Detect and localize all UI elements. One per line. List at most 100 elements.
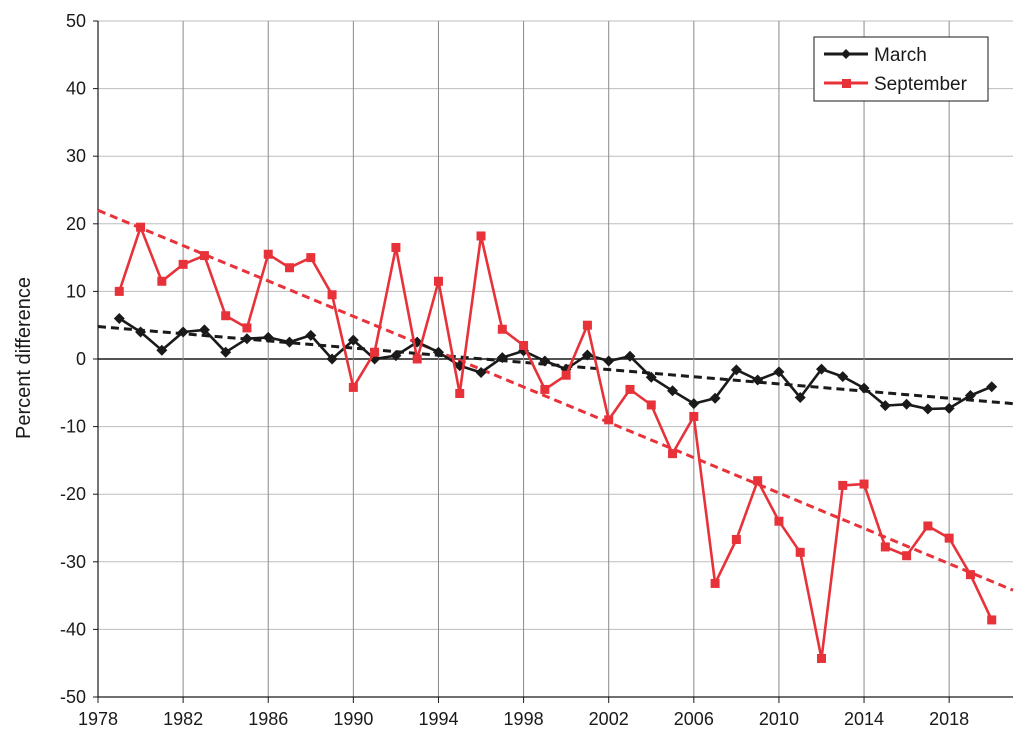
x-tick-label: 2014: [844, 709, 884, 729]
data-point-march: [113, 312, 125, 324]
data-point-march: [901, 398, 913, 410]
data-point-march: [815, 363, 827, 375]
data-point-march: [986, 381, 998, 393]
data-point-march: [220, 346, 232, 358]
y-tick-label: 50: [66, 11, 86, 31]
legend-september-label: September: [874, 74, 968, 95]
data-point-september: [497, 324, 507, 334]
x-tick-label: 1986: [248, 709, 288, 729]
data-point-march: [837, 371, 849, 383]
data-point-september: [880, 542, 890, 552]
data-point-march: [581, 349, 593, 361]
data-point-september: [923, 521, 933, 531]
data-point-march: [943, 402, 955, 414]
data-point-september: [710, 578, 720, 588]
data-point-march: [432, 346, 444, 358]
data-point-september: [561, 370, 571, 380]
data-point-march: [305, 329, 317, 341]
data-point-march: [964, 390, 976, 402]
x-tick-label: 2006: [674, 709, 714, 729]
data-point-september: [306, 253, 316, 263]
data-point-september: [625, 384, 635, 394]
x-tick-label: 1990: [333, 709, 373, 729]
y-tick-label: -10: [60, 417, 86, 437]
y-tick-label: -40: [60, 619, 86, 639]
data-point-march: [688, 398, 700, 410]
y-tick-label: -50: [60, 687, 86, 707]
y-tick-label: 40: [66, 79, 86, 99]
data-point-march: [496, 352, 508, 364]
data-point-march: [794, 392, 806, 404]
data-point-march: [156, 344, 168, 356]
legend-box: [813, 36, 989, 102]
data-point-march: [390, 350, 402, 362]
y-tick-label: 0: [76, 349, 86, 369]
data-point-september: [327, 290, 337, 300]
data-point-september: [221, 311, 231, 321]
data-point-september: [370, 347, 380, 357]
data-point-september: [987, 615, 997, 625]
data-point-september: [816, 653, 826, 663]
data-point-september: [859, 479, 869, 489]
y-tick-label: 30: [66, 146, 86, 166]
data-point-september: [689, 411, 699, 421]
x-tick-label: 1994: [418, 709, 458, 729]
data-point-march: [347, 334, 359, 346]
data-point-september: [136, 222, 146, 232]
data-point-march: [284, 336, 296, 348]
data-point-march: [752, 374, 764, 386]
x-tick-label: 2002: [589, 709, 629, 729]
data-point-march: [262, 331, 274, 343]
data-point-march: [858, 382, 870, 394]
data-point-march: [241, 333, 253, 345]
data-point-september: [838, 480, 848, 490]
data-point-september: [157, 276, 167, 286]
data-point-september: [753, 476, 763, 486]
data-point-september: [902, 551, 912, 561]
data-point-september: [668, 449, 678, 459]
data-point-march: [177, 326, 189, 338]
trendline-september: [97, 208, 1014, 592]
y-axis-title: Percent difference: [13, 277, 35, 439]
data-point-march: [709, 392, 721, 404]
trendlines: [97, 208, 1014, 592]
data-point-march: [135, 326, 147, 338]
series-lines: [113, 222, 998, 663]
data-point-march: [730, 364, 742, 376]
data-point-september: [582, 320, 592, 330]
gridlines: [97, 20, 1013, 698]
legend: March September: [813, 36, 989, 102]
y-tick-label: 20: [66, 214, 86, 234]
data-point-september: [199, 251, 209, 261]
data-point-september: [263, 249, 273, 259]
data-point-march: [603, 355, 615, 367]
data-point-march: [879, 400, 891, 412]
y-tick-label: -30: [60, 552, 86, 572]
data-point-september: [178, 259, 188, 269]
data-point-september: [944, 533, 954, 543]
data-point-september: [604, 415, 614, 425]
data-point-september: [114, 286, 124, 296]
data-point-march: [475, 367, 487, 379]
data-point-march: [922, 403, 934, 415]
data-point-march: [645, 371, 657, 383]
data-point-march: [624, 350, 636, 362]
data-point-september: [476, 231, 486, 241]
legend-march-marker: [841, 49, 851, 59]
data-point-september: [731, 534, 741, 544]
data-point-september: [242, 323, 252, 333]
data-point-september: [646, 400, 656, 410]
data-point-september: [412, 354, 422, 364]
legend-september-marker: [842, 79, 851, 88]
data-point-september: [795, 547, 805, 557]
x-tick-label: 1978: [78, 709, 118, 729]
data-point-september: [433, 276, 443, 286]
data-point-march: [539, 355, 551, 367]
x-tick-label: 1982: [163, 709, 203, 729]
data-point-march: [773, 366, 785, 378]
data-point-september: [285, 263, 295, 273]
data-point-september: [348, 382, 358, 392]
legend-march-label: March: [874, 45, 927, 66]
